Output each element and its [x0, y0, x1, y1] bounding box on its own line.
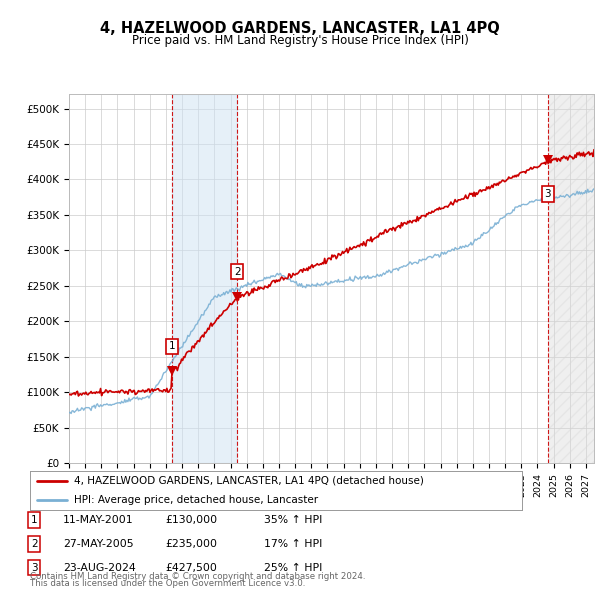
- Text: 1: 1: [31, 516, 38, 525]
- Text: HPI: Average price, detached house, Lancaster: HPI: Average price, detached house, Lanc…: [74, 496, 319, 506]
- Text: 23-AUG-2024: 23-AUG-2024: [63, 563, 136, 572]
- Text: This data is licensed under the Open Government Licence v3.0.: This data is licensed under the Open Gov…: [30, 579, 305, 588]
- Bar: [172, 94, 237, 463]
- Text: 4, HAZELWOOD GARDENS, LANCASTER, LA1 4PQ (detached house): 4, HAZELWOOD GARDENS, LANCASTER, LA1 4PQ…: [74, 476, 424, 486]
- Text: 4, HAZELWOOD GARDENS, LANCASTER, LA1 4PQ: 4, HAZELWOOD GARDENS, LANCASTER, LA1 4PQ: [100, 21, 500, 35]
- Text: 1: 1: [169, 341, 175, 351]
- Text: 25% ↑ HPI: 25% ↑ HPI: [264, 563, 322, 572]
- Text: £130,000: £130,000: [165, 516, 217, 525]
- Bar: [548, 94, 594, 463]
- Text: 3: 3: [544, 189, 551, 199]
- Text: £235,000: £235,000: [165, 539, 217, 549]
- Text: 2: 2: [31, 539, 38, 549]
- Text: 3: 3: [31, 563, 38, 572]
- Text: Contains HM Land Registry data © Crown copyright and database right 2024.: Contains HM Land Registry data © Crown c…: [30, 572, 365, 581]
- Text: 35% ↑ HPI: 35% ↑ HPI: [264, 516, 322, 525]
- Text: 11-MAY-2001: 11-MAY-2001: [63, 516, 134, 525]
- Text: 17% ↑ HPI: 17% ↑ HPI: [264, 539, 322, 549]
- Text: 27-MAY-2005: 27-MAY-2005: [63, 539, 134, 549]
- Text: £427,500: £427,500: [165, 563, 217, 572]
- Text: Price paid vs. HM Land Registry's House Price Index (HPI): Price paid vs. HM Land Registry's House …: [131, 34, 469, 47]
- Text: 2: 2: [234, 267, 241, 277]
